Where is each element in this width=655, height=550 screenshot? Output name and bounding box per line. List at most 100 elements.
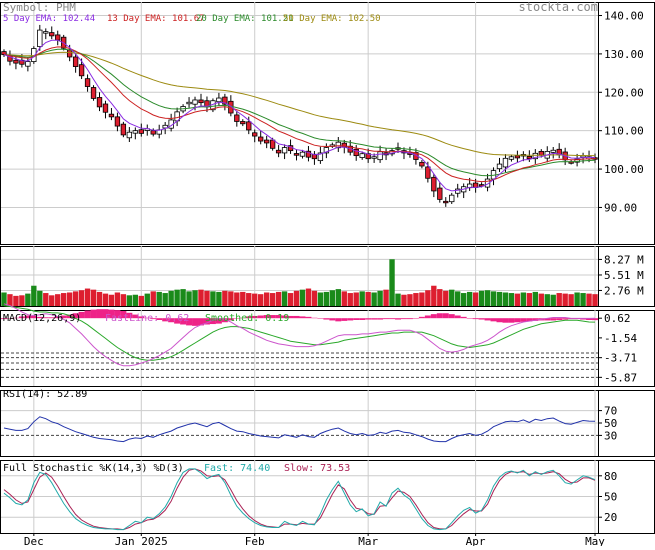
price-ema-lines xyxy=(3,39,596,192)
volume-bar xyxy=(401,294,407,306)
volume-bar xyxy=(580,293,586,306)
volume-bar xyxy=(246,293,252,306)
macd-histogram-bar xyxy=(514,318,521,323)
macd-y-tick-label: -3.71 xyxy=(604,352,637,365)
macd-histogram-bar xyxy=(245,316,252,319)
macd-histogram-bar xyxy=(341,318,348,321)
symbol-label: Symbol: PHM xyxy=(3,1,76,14)
macd-histogram-bar xyxy=(203,318,210,325)
macd-histogram-bar xyxy=(466,318,473,319)
macd-histogram-bar xyxy=(287,315,294,319)
candle-down xyxy=(258,136,264,142)
volume-bar xyxy=(126,295,133,306)
rsi-grid xyxy=(1,390,598,456)
volume-bar xyxy=(222,290,228,306)
macd-histogram-bar xyxy=(156,318,163,320)
macd-histogram-bar xyxy=(227,318,234,321)
macd-histogram-bar xyxy=(239,317,246,319)
candle-down xyxy=(108,113,115,118)
macd-histogram-bar xyxy=(347,318,354,321)
candle-down xyxy=(526,155,533,160)
candle-down xyxy=(49,32,55,37)
candle-up xyxy=(508,156,515,160)
macd-histogram-bar xyxy=(472,318,479,320)
macd-histogram-bar xyxy=(150,318,157,320)
volume-bar xyxy=(592,294,598,306)
x-tick-label: Dec xyxy=(24,535,44,546)
candle-up xyxy=(502,157,509,168)
macd-histogram-bar xyxy=(389,318,396,320)
macd-histogram-bar xyxy=(144,317,151,319)
macd-y-tick-label: 0.62 xyxy=(604,312,631,325)
candle-up xyxy=(216,97,222,103)
volume-bar xyxy=(466,291,473,306)
volume-bar xyxy=(13,295,19,306)
macd-histogram-bar xyxy=(18,316,25,319)
candle-down xyxy=(252,132,258,137)
candle-up xyxy=(186,101,192,105)
candle-down xyxy=(150,130,156,135)
candle-up xyxy=(25,61,31,67)
macd-histogram-bar xyxy=(430,314,437,319)
macd-histogram-bar xyxy=(138,316,145,319)
macd-histogram-bar xyxy=(72,313,79,319)
volume-bar xyxy=(66,292,73,306)
volume-bar xyxy=(371,292,377,306)
x-tick-label: Feb xyxy=(245,535,265,546)
volume-bar xyxy=(449,289,455,306)
macd-y-tick-label: -1.54 xyxy=(604,332,637,345)
volume-bars xyxy=(1,259,598,306)
candle-up xyxy=(132,130,138,134)
macd-histogram-bar xyxy=(132,314,139,319)
macd-histogram-bar xyxy=(180,318,187,325)
candle-down xyxy=(1,51,7,56)
macd-histogram-bar xyxy=(269,315,276,319)
macd-histogram-bar xyxy=(562,318,569,320)
macd-histogram-bar xyxy=(198,318,204,326)
candle-down xyxy=(263,139,270,144)
macd-histogram-bar xyxy=(442,313,449,319)
x-tick-label: Jan 2025 xyxy=(115,535,168,546)
candle-down xyxy=(514,155,521,159)
macd-histogram-bar xyxy=(424,315,431,319)
volume-bar xyxy=(407,294,413,306)
macd-histogram-bar xyxy=(24,315,31,319)
macd-histogram-bar xyxy=(186,318,193,326)
candle-up xyxy=(162,124,168,129)
volume-bar xyxy=(389,259,395,306)
macd-histogram-bar xyxy=(42,317,49,319)
rsi-line xyxy=(3,416,596,443)
macd-histogram-bar xyxy=(395,318,401,320)
candle-down xyxy=(72,56,79,67)
candle-up xyxy=(299,151,306,157)
macd-histogram-bar xyxy=(168,318,175,323)
candle-down xyxy=(84,78,91,87)
volume-bar xyxy=(263,292,270,306)
ema20-legend: 20 Day EMA: 101.21 xyxy=(196,14,294,24)
candle-down xyxy=(246,121,252,131)
macd-histogram-bar xyxy=(496,318,503,323)
macd-histogram-bar xyxy=(66,314,73,319)
macd-histogram-bar xyxy=(359,318,366,320)
macd-histogram-bar xyxy=(78,311,85,319)
rsi-y-tick-label: 70 xyxy=(604,405,617,418)
volume-bar xyxy=(132,294,139,306)
volume-bar xyxy=(156,291,162,306)
candle-down xyxy=(138,129,144,134)
volume-bar xyxy=(55,294,61,306)
macd-lines xyxy=(3,303,596,367)
macd-histogram-bar xyxy=(484,318,491,321)
volume-bar xyxy=(114,292,121,306)
volume-bar xyxy=(413,293,419,306)
candle-down xyxy=(55,34,61,41)
x-axis: Dec Jan 2025 Feb Mar Apr May xyxy=(24,533,605,548)
volume-bar xyxy=(252,293,258,306)
macd-histogram-bar xyxy=(126,312,133,319)
macd-histogram-bar xyxy=(96,309,103,319)
candle-down xyxy=(198,99,204,104)
volume-bar xyxy=(180,289,186,306)
price-y-tick-label: 130.00 xyxy=(604,48,644,61)
ema5-legend: 5 Day EMA: 102.44 xyxy=(3,14,95,24)
volume-bar xyxy=(186,291,192,306)
